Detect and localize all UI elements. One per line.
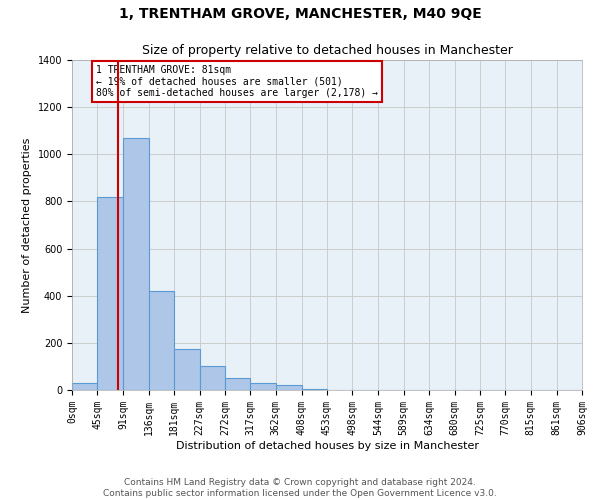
Bar xyxy=(97,196,123,390)
Bar xyxy=(123,138,149,390)
X-axis label: Distribution of detached houses by size in Manchester: Distribution of detached houses by size … xyxy=(176,440,479,450)
Bar xyxy=(276,386,302,390)
Text: 1, TRENTHAM GROVE, MANCHESTER, M40 9QE: 1, TRENTHAM GROVE, MANCHESTER, M40 9QE xyxy=(119,8,481,22)
Y-axis label: Number of detached properties: Number of detached properties xyxy=(22,138,32,312)
Bar xyxy=(200,366,225,390)
Text: 1 TRENTHAM GROVE: 81sqm
← 19% of detached houses are smaller (501)
80% of semi-d: 1 TRENTHAM GROVE: 81sqm ← 19% of detache… xyxy=(96,64,378,98)
Bar xyxy=(174,349,200,390)
Bar xyxy=(225,378,250,390)
Bar xyxy=(250,383,276,390)
Bar xyxy=(72,383,97,390)
Title: Size of property relative to detached houses in Manchester: Size of property relative to detached ho… xyxy=(142,44,512,58)
Bar xyxy=(302,389,327,390)
Text: Contains HM Land Registry data © Crown copyright and database right 2024.
Contai: Contains HM Land Registry data © Crown c… xyxy=(103,478,497,498)
Bar xyxy=(149,291,174,390)
